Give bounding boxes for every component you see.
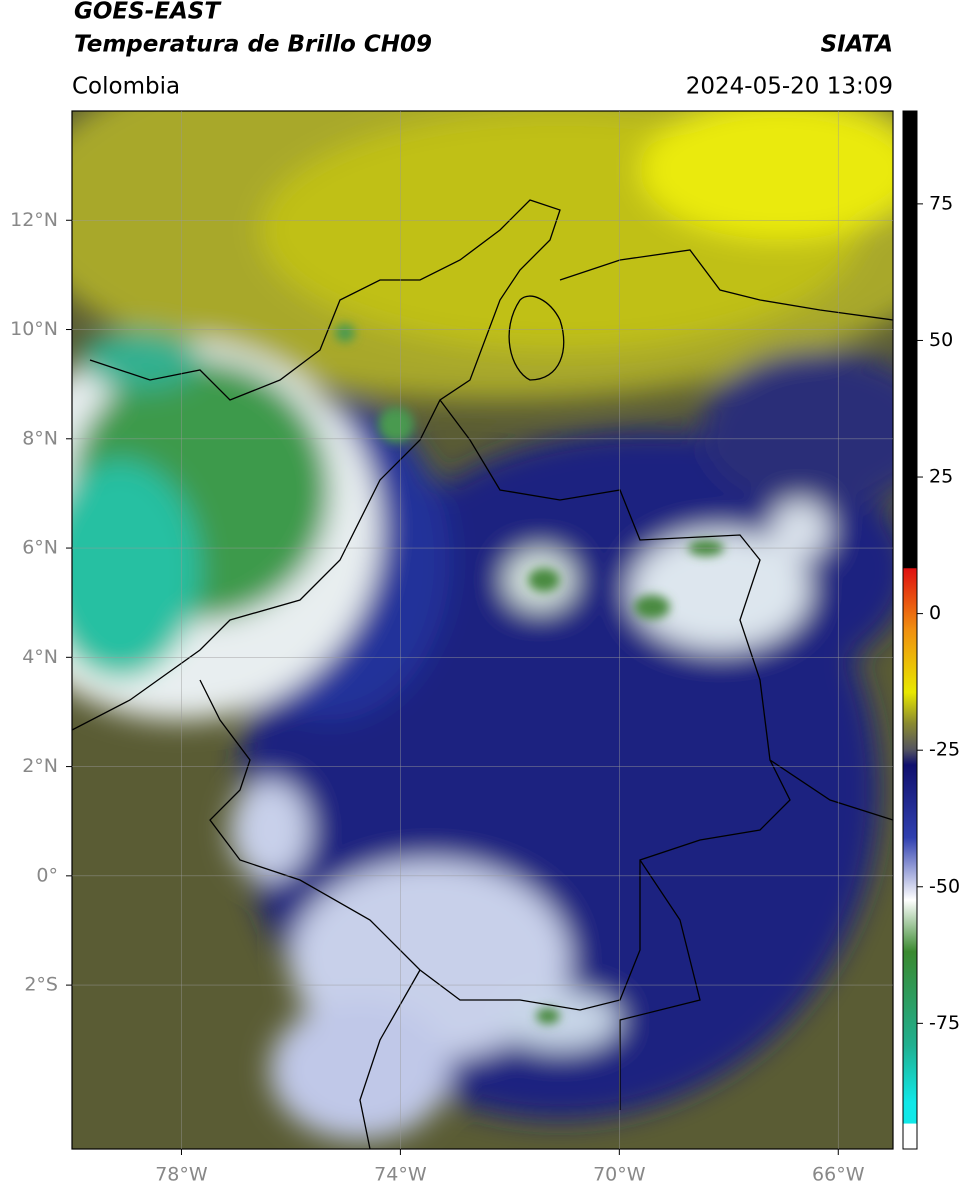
lat-label: 2°N [22, 755, 58, 777]
lat-label: 2°S [24, 974, 58, 996]
lon-label: 74°W [374, 1164, 427, 1186]
lat-label: 6°N [22, 537, 58, 559]
lat-label: 10°N [10, 318, 58, 340]
satellite-image [72, 111, 893, 1149]
source: SIATA [821, 32, 893, 58]
lon-label: 78°W [155, 1164, 208, 1186]
colorbar [902, 110, 918, 1150]
lon-label: 70°W [593, 1164, 646, 1186]
colorbar-label: 0 [929, 602, 941, 624]
title: GOES-EAST [74, 0, 222, 25]
colorbar-label: 50 [929, 329, 953, 351]
lat-label: 4°N [22, 646, 58, 668]
colorbar-label: 75 [929, 192, 953, 214]
region: Colombia [72, 74, 180, 100]
lat-label: 0° [36, 864, 58, 886]
lat-label: 8°N [22, 427, 58, 449]
subtitle: Temperatura de Brillo CH09 [74, 32, 432, 58]
colorbar-label: 25 [929, 466, 953, 488]
colorbar-label: -25 [929, 739, 960, 761]
timestamp: 2024-05-20 13:09 [686, 74, 893, 100]
map-frame [71, 110, 894, 1150]
lat-label: 12°N [10, 209, 58, 231]
colorbar-label: -75 [929, 1012, 960, 1034]
lon-label: 66°W [812, 1164, 865, 1186]
colorbar-label: -50 [929, 875, 960, 897]
